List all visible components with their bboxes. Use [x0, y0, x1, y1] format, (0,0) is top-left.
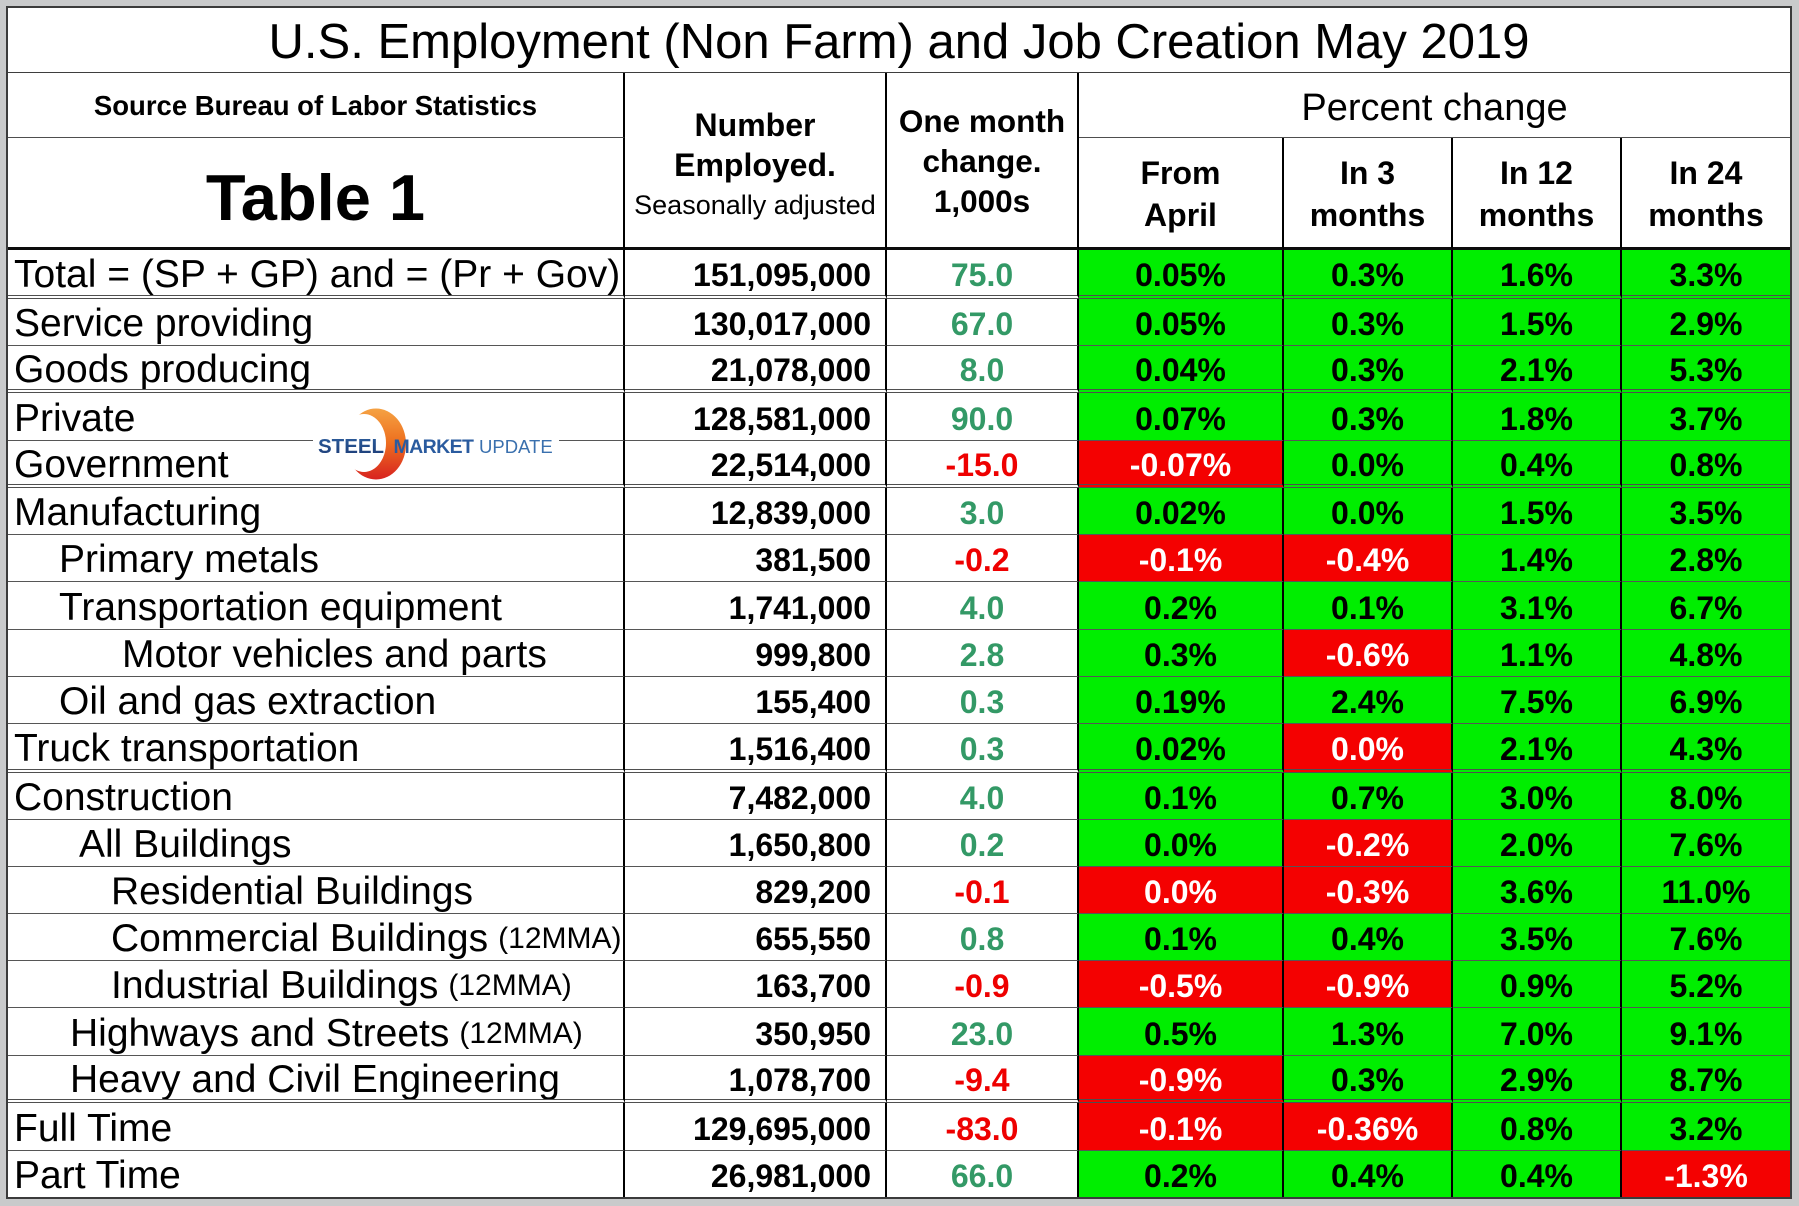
- svg-text:UPDATE: UPDATE: [479, 436, 553, 457]
- svg-text:MARKET: MARKET: [394, 436, 474, 458]
- svg-text:STEEL: STEEL: [318, 435, 384, 458]
